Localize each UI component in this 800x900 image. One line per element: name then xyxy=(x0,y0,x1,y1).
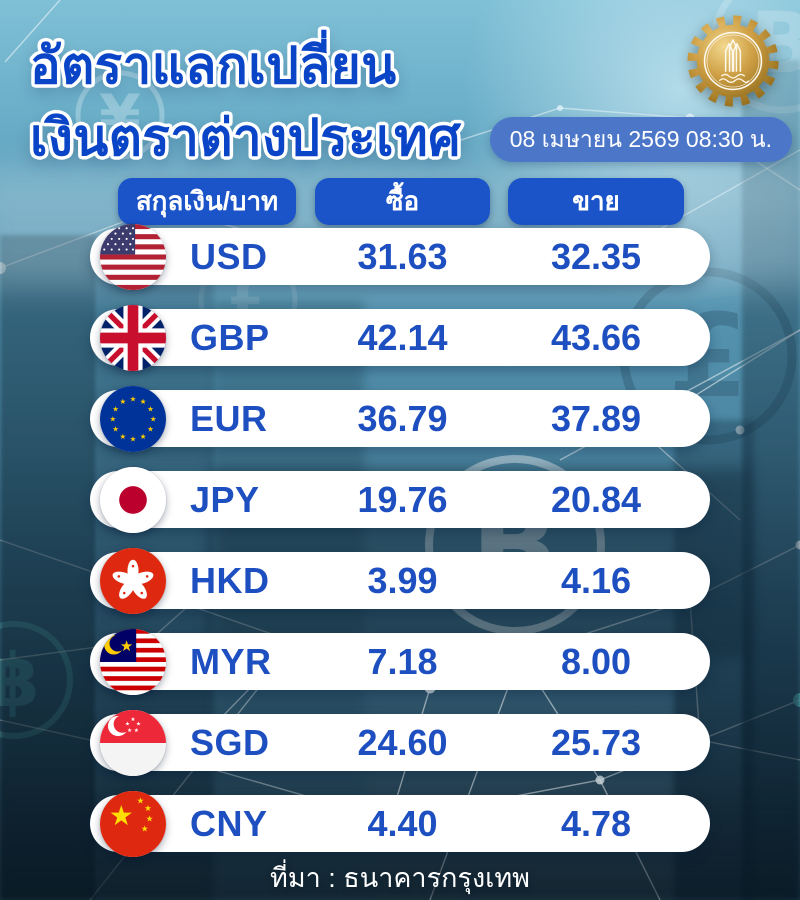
rate-row: JPY 19.76 20.84 xyxy=(90,467,710,533)
sell-rate-value: 37.89 xyxy=(550,397,642,439)
rate-row: ★ ★ ★ ★ ★ ★ ★ ★ ★ ★ ★ ★ EUR 36.79 37.89 xyxy=(90,386,710,452)
sell-rate-value: 20.84 xyxy=(550,478,642,520)
svg-text:★: ★ xyxy=(109,799,134,832)
svg-text:★: ★ xyxy=(130,435,137,444)
sell-rate-value: 25.73 xyxy=(550,721,642,763)
svg-text:★: ★ xyxy=(112,425,119,434)
svg-text:★: ★ xyxy=(140,432,147,441)
buy-rate-value: 42.14 xyxy=(357,316,448,358)
svg-text:★: ★ xyxy=(131,717,136,723)
rate-row: GBP 42.14 43.66 xyxy=(90,305,710,371)
page-title-line2: เงินตราต่างประเทศ xyxy=(30,109,462,166)
svg-text:★: ★ xyxy=(147,404,154,413)
svg-text:★: ★ xyxy=(146,815,154,825)
page-title-line1: อัตราแลกเปลี่ยน xyxy=(30,37,397,94)
rates-table-body: USD 31.63 32.35 GBP 42.14 43.66 ★ ★ ★ ★ ★ ★ … xyxy=(90,224,710,857)
rate-row: ★ ★ ★ ★ ★ CNY 4.40 4.78 xyxy=(90,791,710,857)
flag-china-icon: ★ ★ ★ ★ ★ xyxy=(100,791,166,857)
svg-text:★: ★ xyxy=(150,415,157,424)
svg-text:★: ★ xyxy=(125,722,130,728)
sell-rate-value: 8.00 xyxy=(560,640,632,682)
buy-rate-value: 24.60 xyxy=(357,721,448,763)
currency-code: HKD xyxy=(190,559,270,601)
flag-japan-icon xyxy=(100,467,166,533)
building-silhouette xyxy=(742,60,800,900)
source-credit: ที่มา : ธนาคารกรุงเทพ xyxy=(270,863,530,893)
currency-code: GBP xyxy=(190,316,270,358)
rates-table-header: สกุลเงิน/บาท ซื้อ ขาย xyxy=(90,178,710,225)
column-header-currency: สกุลเงิน/บาท xyxy=(118,178,296,225)
rate-row: ★ MYR 7.18 8.00 xyxy=(90,629,710,695)
date-badge: 08 เมษายน 2569 08:30 น. xyxy=(489,117,792,162)
svg-text:★: ★ xyxy=(141,824,149,834)
column-header-sell: ขาย xyxy=(508,178,684,225)
building-silhouette xyxy=(0,235,96,900)
currency-code: EUR xyxy=(190,397,268,439)
column-header-buy: ซื้อ xyxy=(315,178,490,225)
sell-rate-value: 4.16 xyxy=(560,559,632,601)
rate-row: USD 31.63 32.35 xyxy=(90,224,710,290)
svg-text:★: ★ xyxy=(120,432,127,441)
buy-rate-value: 36.79 xyxy=(357,397,448,439)
buy-rate-value: 7.18 xyxy=(367,640,438,682)
currency-code: JPY xyxy=(190,478,260,520)
sell-rate-value: 4.78 xyxy=(560,802,632,844)
flag-united-states-icon xyxy=(100,224,166,290)
svg-text:฿: ฿ xyxy=(0,638,40,724)
sell-rate-value: 43.66 xyxy=(550,316,642,358)
rate-row: HKD 3.99 4.16 xyxy=(90,548,710,614)
flag-singapore-icon: ★ ★ ★ ★ ★ xyxy=(100,710,166,776)
svg-text:★: ★ xyxy=(120,637,133,655)
flag-hong-kong-icon xyxy=(100,548,166,614)
currency-code: MYR xyxy=(190,640,272,682)
svg-text:★: ★ xyxy=(130,394,137,403)
svg-text:★: ★ xyxy=(144,804,152,814)
rate-row: ★ ★ ★ ★ ★ SGD 24.60 25.73 xyxy=(90,710,710,776)
flag-united-kingdom-icon xyxy=(100,305,166,371)
organization-logo-gear-icon xyxy=(687,15,779,107)
currency-code: SGD xyxy=(190,721,270,763)
buy-rate-value: 19.76 xyxy=(357,478,448,520)
flag-european-union-icon: ★ ★ ★ ★ ★ ★ ★ ★ ★ ★ ★ ★ xyxy=(100,386,166,452)
svg-text:★: ★ xyxy=(112,404,119,413)
sell-rate-value: 32.35 xyxy=(550,235,642,277)
svg-text:★: ★ xyxy=(127,728,132,734)
svg-text:★: ★ xyxy=(120,397,127,406)
buy-rate-value: 4.40 xyxy=(367,802,438,844)
svg-text:★: ★ xyxy=(147,425,154,434)
svg-text:★: ★ xyxy=(136,722,141,728)
svg-text:★: ★ xyxy=(134,728,139,734)
flag-malaysia-icon: ★ xyxy=(100,629,166,695)
svg-text:★: ★ xyxy=(109,415,116,424)
svg-text:★: ★ xyxy=(140,397,147,406)
currency-code: CNY xyxy=(190,802,268,844)
buy-rate-value: 3.99 xyxy=(367,559,438,601)
buy-rate-value: 31.63 xyxy=(357,235,448,277)
currency-code: USD xyxy=(190,235,268,277)
svg-text:★: ★ xyxy=(137,797,145,807)
